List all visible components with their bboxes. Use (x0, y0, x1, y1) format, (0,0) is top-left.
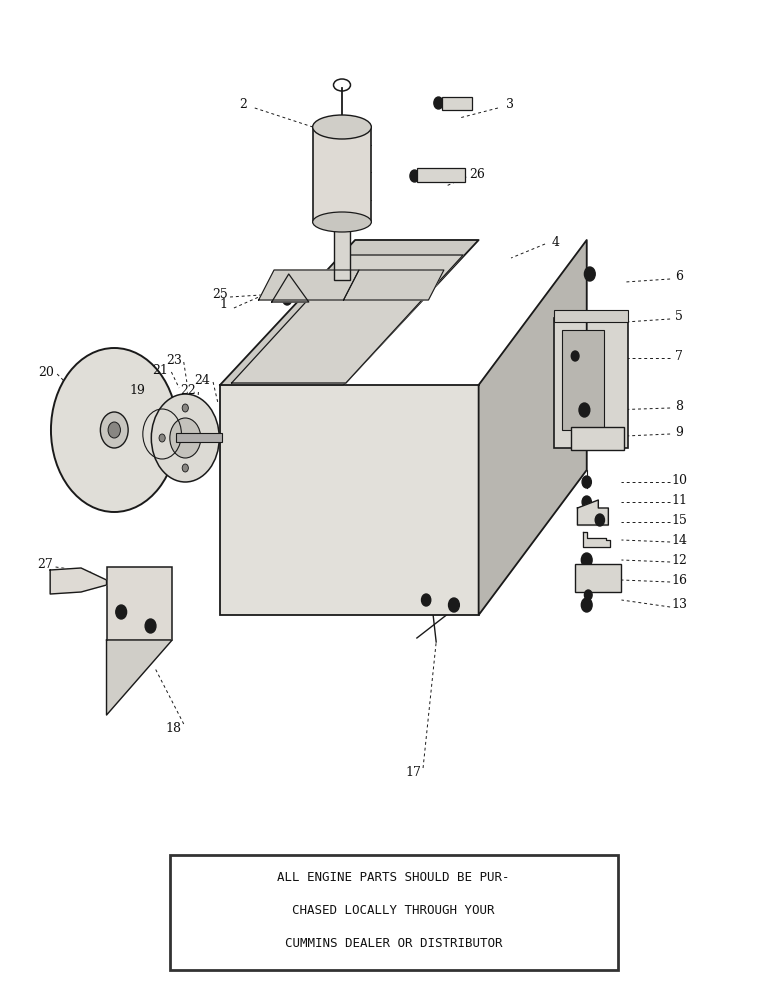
Bar (575, 564, 621, 592)
Ellipse shape (313, 115, 371, 139)
Circle shape (116, 605, 127, 619)
Bar (170, 855, 618, 970)
Circle shape (419, 533, 438, 557)
Circle shape (205, 434, 212, 442)
Polygon shape (107, 640, 172, 715)
Circle shape (151, 394, 219, 482)
Text: 23: 23 (166, 354, 181, 366)
Circle shape (449, 598, 459, 612)
Text: 17: 17 (405, 766, 421, 778)
Bar (334, 222, 350, 280)
Circle shape (159, 434, 165, 442)
Polygon shape (220, 240, 479, 385)
Text: 4: 4 (552, 235, 560, 248)
Circle shape (411, 452, 500, 568)
Circle shape (581, 598, 592, 612)
Circle shape (182, 404, 188, 412)
Text: 21: 21 (153, 363, 168, 376)
Circle shape (571, 351, 579, 361)
Text: 26: 26 (469, 168, 485, 182)
Polygon shape (577, 500, 608, 525)
Text: 6: 6 (676, 270, 683, 284)
Text: 7: 7 (676, 350, 683, 362)
Circle shape (170, 418, 201, 458)
Text: 9: 9 (676, 426, 683, 438)
Polygon shape (583, 532, 610, 547)
Circle shape (100, 412, 128, 448)
Bar (313, 127, 371, 222)
Circle shape (595, 514, 604, 526)
Text: 14: 14 (672, 534, 687, 546)
Text: 10: 10 (672, 474, 687, 487)
Circle shape (404, 513, 453, 577)
Ellipse shape (313, 212, 371, 232)
Text: 8: 8 (676, 399, 683, 412)
Circle shape (182, 464, 188, 472)
Polygon shape (272, 274, 309, 302)
Bar (442, 97, 472, 110)
Text: 27: 27 (37, 558, 52, 572)
Circle shape (434, 97, 443, 109)
Circle shape (448, 500, 463, 520)
Bar (554, 310, 628, 322)
Circle shape (579, 403, 590, 417)
Text: 15: 15 (672, 514, 687, 526)
Polygon shape (479, 240, 587, 615)
Circle shape (108, 422, 120, 438)
Circle shape (51, 348, 178, 512)
Circle shape (582, 476, 591, 488)
Text: 22: 22 (180, 383, 195, 396)
Text: 16: 16 (672, 574, 687, 586)
Circle shape (581, 553, 592, 567)
Circle shape (283, 293, 292, 305)
Text: 13: 13 (672, 598, 687, 611)
Circle shape (582, 496, 591, 508)
Text: 12: 12 (672, 554, 687, 566)
Text: 3: 3 (506, 99, 513, 111)
Bar (176, 433, 222, 442)
Circle shape (584, 267, 595, 281)
Text: 2: 2 (239, 99, 247, 111)
Bar (562, 330, 604, 430)
Text: 25: 25 (212, 288, 228, 302)
Circle shape (145, 619, 156, 633)
Polygon shape (259, 270, 359, 300)
Bar (107, 567, 172, 640)
Circle shape (422, 594, 431, 606)
Text: 20: 20 (39, 365, 54, 378)
Circle shape (432, 480, 479, 540)
Text: 5: 5 (676, 310, 683, 324)
Circle shape (410, 170, 419, 182)
Text: CHASED LOCALLY THROUGH YOUR: CHASED LOCALLY THROUGH YOUR (293, 904, 495, 917)
Circle shape (584, 590, 592, 600)
Polygon shape (344, 270, 444, 300)
Bar (417, 168, 465, 182)
Bar (571, 427, 624, 450)
Text: CUMMINS DEALER OR DISTRIBUTOR: CUMMINS DEALER OR DISTRIBUTOR (285, 937, 503, 950)
Bar (554, 318, 628, 448)
Bar (220, 385, 479, 615)
Text: 24: 24 (195, 373, 210, 386)
Text: 18: 18 (166, 722, 181, 734)
Text: ALL ENGINE PARTS SHOULD BE PUR-: ALL ENGINE PARTS SHOULD BE PUR- (277, 871, 510, 884)
Text: 11: 11 (672, 493, 687, 506)
Text: 1: 1 (220, 298, 228, 312)
Text: 19: 19 (130, 383, 145, 396)
Polygon shape (232, 255, 463, 383)
Polygon shape (50, 568, 107, 594)
